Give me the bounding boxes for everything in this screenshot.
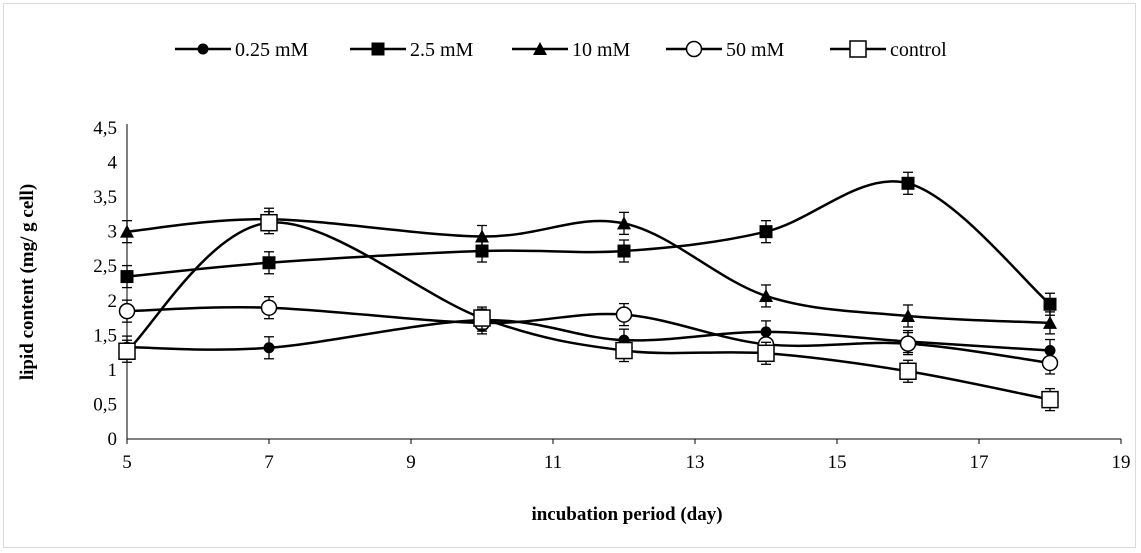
y-tick-label: 1,5: [93, 325, 117, 346]
data-point: [901, 308, 915, 322]
x-tick-label: 9: [406, 452, 416, 473]
data-point: [759, 225, 773, 239]
legend-item: 0.25 mM: [175, 39, 309, 61]
data-point: [760, 326, 772, 338]
data-point: [118, 342, 136, 360]
legend-marker: [685, 40, 703, 58]
x-tick-label: 19: [1112, 452, 1131, 473]
data-point: [118, 302, 136, 320]
legend-marker: [371, 42, 385, 56]
y-tick-label: 2: [108, 291, 118, 312]
y-tick-label: 0,5: [93, 394, 117, 415]
y-tick-label: 0: [108, 429, 118, 450]
legend: 0.25 mM 2.5 mM 10 mM 50 mM control: [175, 39, 947, 61]
data-point: [1044, 345, 1056, 357]
x-tick-label: 13: [686, 452, 705, 473]
legend-label: control: [890, 39, 947, 61]
data-point: [120, 270, 134, 284]
x-tick-label: 5: [122, 452, 132, 473]
legend-marker: [849, 40, 867, 58]
data-point: [262, 256, 276, 270]
data-point: [263, 342, 275, 354]
chart-frame: [3, 3, 1136, 548]
y-tick-label: 2,5: [93, 256, 117, 277]
data-point: [615, 306, 633, 323]
data-point: [1041, 354, 1059, 372]
x-axis: 5 7 9 11 13 15 17 19: [122, 438, 1131, 473]
data-point: [475, 229, 489, 243]
series-2-5-mm: [120, 171, 1057, 316]
data-point: [757, 344, 775, 363]
data-point: [260, 213, 278, 232]
y-axis-label: lipid content (mg/ g cell): [17, 184, 38, 380]
data-point: [1043, 297, 1057, 311]
legend-item: 10 mM: [512, 39, 631, 61]
data-point: [617, 244, 631, 258]
y-axis: 0 0,5 1 1,5 2 2,5 3 3,5 4 4,5: [93, 118, 128, 450]
x-tick-label: 7: [264, 452, 274, 473]
legend-item: 50 mM: [666, 39, 785, 61]
y-tick-label: 3: [108, 222, 118, 243]
data-point: [617, 216, 631, 230]
data-point: [1041, 390, 1059, 409]
data-point: [260, 299, 278, 316]
legend-label: 10 mM: [572, 39, 631, 61]
y-tick-label: 4: [108, 153, 118, 174]
y-tick-label: 4,5: [93, 118, 117, 139]
data-point: [615, 341, 633, 360]
data-point: [901, 176, 915, 190]
legend-item: control: [830, 39, 947, 61]
legend-label: 50 mM: [726, 39, 785, 61]
legend-marker: [197, 43, 209, 55]
legend-item: 2.5 mM: [350, 39, 474, 61]
x-tick-label: 15: [828, 452, 847, 473]
data-point: [1043, 315, 1057, 329]
series-line: [126, 180, 1051, 306]
x-tick-label: 11: [544, 452, 562, 473]
data-point: [759, 288, 773, 302]
series-layer: [118, 171, 1059, 412]
legend-marker: [533, 42, 547, 55]
data-point: [473, 309, 491, 327]
series-control: [118, 211, 1059, 412]
legend-label: 2.5 mM: [410, 39, 474, 61]
x-tick-label: 17: [970, 452, 989, 473]
legend-label: 0.25 mM: [235, 39, 309, 61]
data-point: [899, 335, 917, 352]
data-point: [899, 362, 917, 381]
y-tick-label: 3,5: [93, 187, 117, 208]
x-axis-label: incubation period (day): [531, 504, 722, 525]
data-point: [120, 224, 134, 238]
y-tick-label: 1: [108, 360, 118, 381]
